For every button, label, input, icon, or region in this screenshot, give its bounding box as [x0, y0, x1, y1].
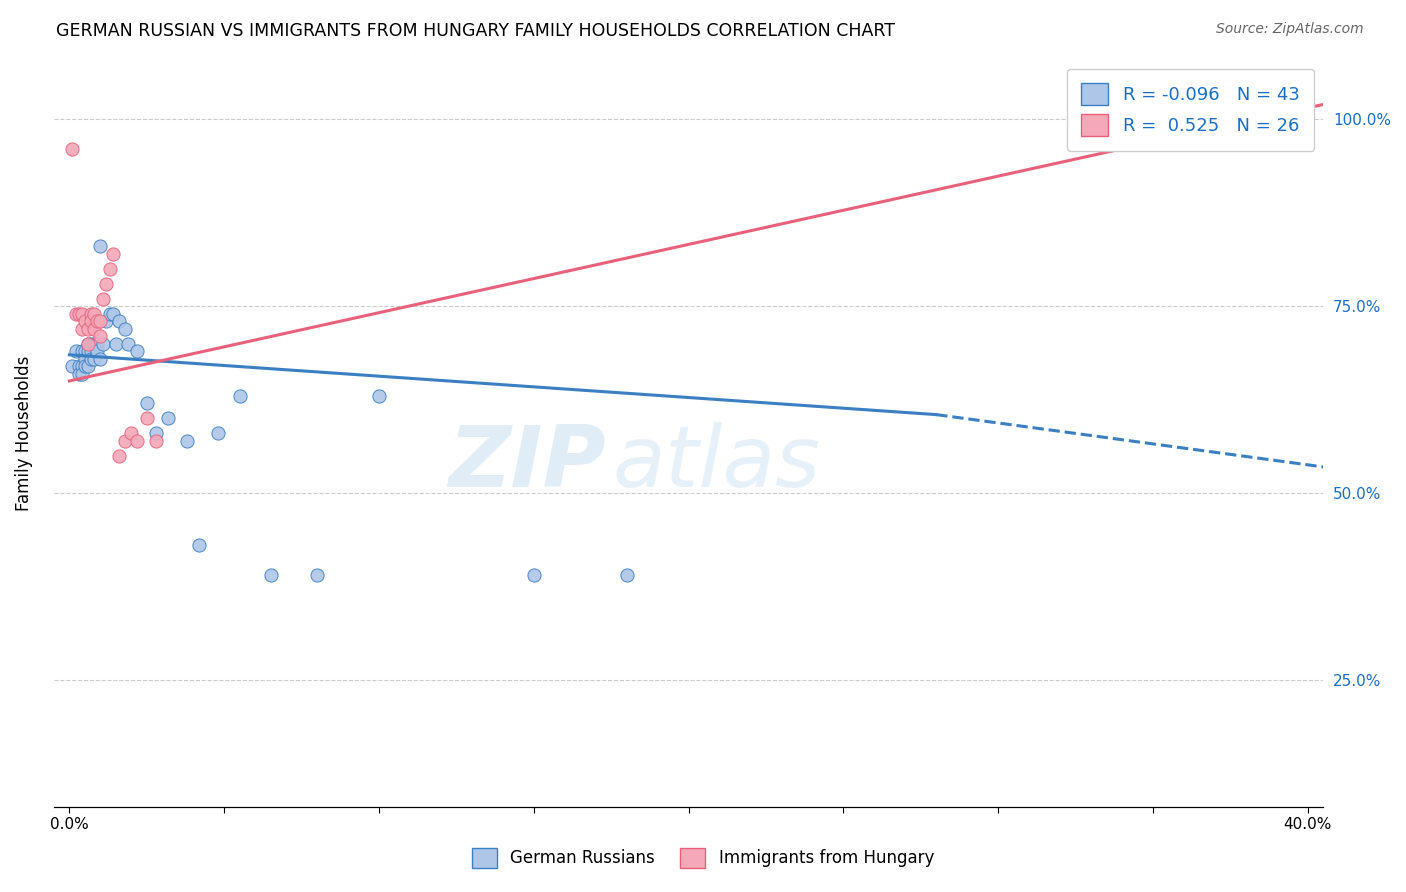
- Point: [70, 359, 93, 373]
- Point: [70, 307, 93, 321]
- Legend: German Russians, Immigrants from Hungary: German Russians, Immigrants from Hungary: [465, 841, 941, 875]
- Point: [80, 336, 103, 351]
- Point: [77, 344, 100, 359]
- Point: [67, 307, 90, 321]
- Point: [62, 359, 84, 373]
- Point: [207, 426, 229, 441]
- Point: [89, 329, 111, 343]
- Text: GERMAN RUSSIAN VS IMMIGRANTS FROM HUNGARY FAMILY HOUSEHOLDS CORRELATION CHART: GERMAN RUSSIAN VS IMMIGRANTS FROM HUNGAR…: [56, 22, 896, 40]
- Point: [73, 359, 96, 373]
- Point: [83, 351, 105, 366]
- Point: [176, 434, 198, 448]
- Point: [108, 449, 131, 463]
- Point: [114, 434, 136, 448]
- Point: [73, 351, 96, 366]
- Point: [83, 321, 105, 335]
- Point: [188, 538, 211, 552]
- Point: [86, 336, 108, 351]
- Point: [62, 142, 84, 156]
- Point: [98, 261, 121, 276]
- Point: [145, 434, 167, 448]
- Point: [70, 367, 93, 381]
- Point: [65, 344, 87, 359]
- Point: [104, 336, 127, 351]
- Point: [80, 314, 103, 328]
- Point: [114, 321, 136, 335]
- Text: Source: ZipAtlas.com: Source: ZipAtlas.com: [1216, 22, 1364, 37]
- Point: [77, 359, 100, 373]
- Point: [73, 344, 96, 359]
- Point: [523, 568, 546, 582]
- Point: [83, 307, 105, 321]
- Text: ZIP: ZIP: [449, 422, 606, 505]
- Point: [1142, 135, 1164, 149]
- Point: [145, 426, 167, 441]
- Point: [127, 434, 149, 448]
- Point: [67, 359, 90, 373]
- Point: [259, 568, 281, 582]
- Point: [127, 344, 149, 359]
- Point: [108, 314, 131, 328]
- Point: [96, 314, 118, 328]
- Point: [98, 307, 121, 321]
- Legend: R = -0.096   N = 43, R =  0.525   N = 26: R = -0.096 N = 43, R = 0.525 N = 26: [1067, 69, 1315, 151]
- Point: [83, 336, 105, 351]
- Point: [305, 568, 328, 582]
- Point: [93, 336, 115, 351]
- Point: [616, 568, 638, 582]
- Point: [135, 396, 157, 410]
- Point: [228, 389, 250, 403]
- Point: [93, 292, 115, 306]
- Point: [80, 344, 103, 359]
- Point: [80, 307, 103, 321]
- Point: [96, 277, 118, 291]
- Point: [86, 344, 108, 359]
- Point: [135, 411, 157, 425]
- Point: [120, 426, 142, 441]
- Point: [101, 247, 124, 261]
- Point: [86, 314, 108, 328]
- Point: [89, 351, 111, 366]
- Point: [77, 321, 100, 335]
- Point: [157, 411, 180, 425]
- Point: [101, 307, 124, 321]
- Point: [70, 344, 93, 359]
- Point: [70, 321, 93, 335]
- Point: [89, 239, 111, 253]
- Point: [80, 351, 103, 366]
- Y-axis label: Family Households: Family Households: [15, 356, 32, 511]
- Point: [73, 314, 96, 328]
- Point: [77, 336, 100, 351]
- Text: atlas: atlas: [613, 422, 820, 505]
- Point: [67, 367, 90, 381]
- Point: [117, 336, 139, 351]
- Point: [77, 336, 100, 351]
- Point: [65, 307, 87, 321]
- Point: [368, 389, 391, 403]
- Point: [89, 314, 111, 328]
